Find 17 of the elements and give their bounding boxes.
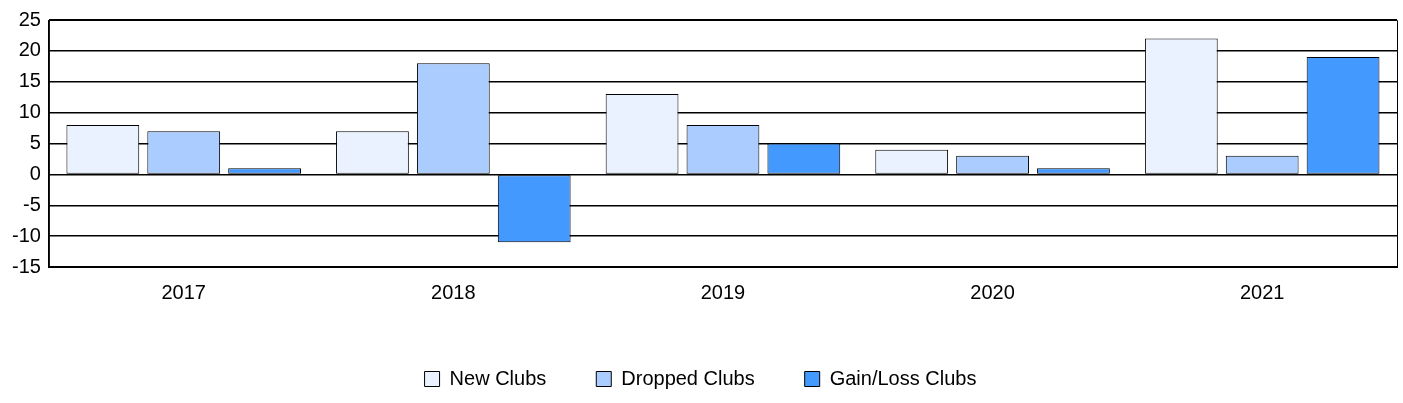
y-tick-label: -15	[12, 254, 41, 277]
legend-label: Dropped Clubs	[621, 366, 755, 389]
y-tick-label: 5	[29, 131, 41, 154]
y-tick-label: 20	[18, 38, 41, 61]
x-tick-label: 2017	[161, 280, 206, 303]
x-tick-label: 2019	[700, 280, 746, 303]
legend-label: New Clubs	[449, 366, 547, 389]
y-tick-label: 25	[18, 7, 41, 30]
legend-label: Gain/Loss Clubs	[829, 366, 977, 389]
y-tick-label: 0	[29, 161, 41, 184]
x-tick-label: 2020	[970, 280, 1015, 303]
x-tick-label: 2021	[1239, 280, 1285, 303]
y-tick-label: -5	[23, 192, 41, 215]
y-tick-label: 15	[18, 69, 41, 92]
x-tick-label: 2018	[431, 280, 476, 303]
y-tick-label: 10	[18, 100, 41, 123]
y-tick-label: -10	[12, 223, 41, 246]
